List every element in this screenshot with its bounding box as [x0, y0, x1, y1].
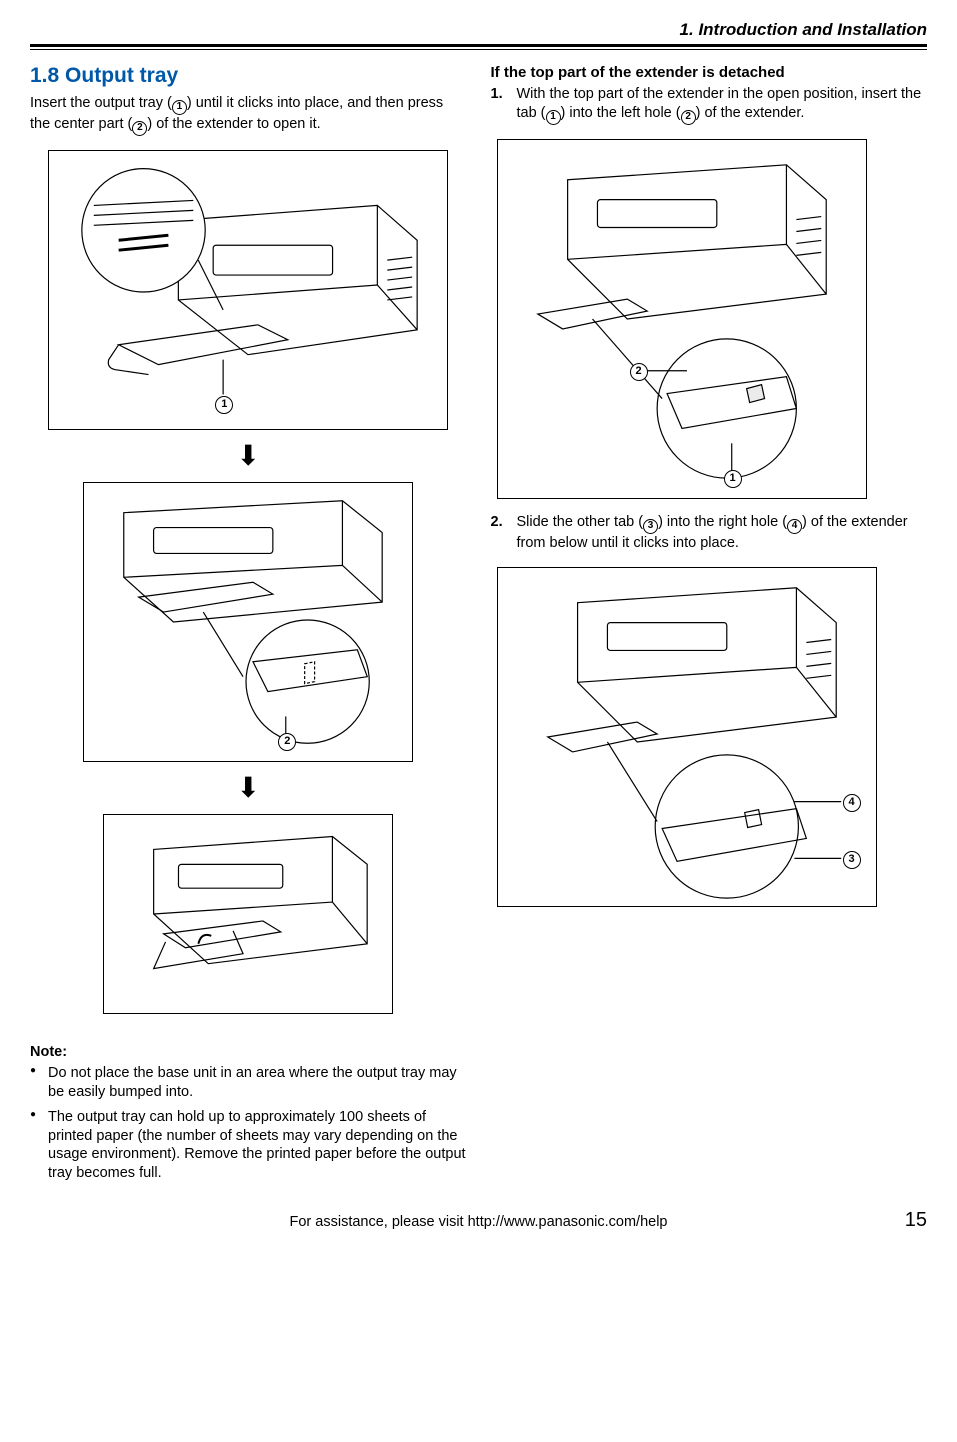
left-column: 1.8 Output tray Insert the output tray (…	[30, 64, 467, 1189]
figure-extender-open	[103, 814, 393, 1014]
callout-2b: 2	[630, 363, 648, 381]
step-2: Slide the other tab (3) into the right h…	[491, 513, 928, 907]
down-arrow-icon: ⬇	[30, 442, 467, 470]
printer-illustration-1-icon	[49, 150, 447, 430]
figure-extender-press: 2	[83, 482, 413, 762]
figure-output-tray-insert: 1	[48, 150, 448, 430]
figure-tab-left-hole: 2 1	[497, 139, 867, 499]
note-item: Do not place the base unit in an area wh…	[30, 1064, 467, 1102]
down-arrow-icon: ⬇	[30, 774, 467, 802]
steps-list: With the top part of the extender in the…	[491, 85, 928, 907]
section-title: 1.8 Output tray	[30, 64, 467, 88]
printer-illustration-3-icon	[104, 814, 392, 1014]
callout-4: 4	[843, 794, 861, 812]
page-number: 15	[887, 1209, 927, 1232]
running-header: 1. Introduction and Installation	[30, 20, 927, 44]
printer-illustration-2-icon	[84, 482, 412, 762]
subheading-detached: If the top part of the extender is detac…	[491, 64, 928, 81]
section-name: Output tray	[65, 64, 178, 87]
note-heading: Note:	[30, 1044, 467, 1060]
step-1: With the top part of the extender in the…	[491, 85, 928, 499]
right-column: If the top part of the extender is detac…	[491, 64, 928, 1189]
section-number: 1.8	[30, 64, 59, 87]
footer-assist-text: For assistance, please visit http://www.…	[70, 1214, 887, 1230]
header-rule-thick	[30, 44, 927, 47]
callout-1b: 1	[724, 470, 742, 488]
callout-3: 3	[843, 851, 861, 869]
printer-illustration-5-icon	[498, 567, 876, 907]
note-item: The output tray can hold up to approxima…	[30, 1108, 467, 1183]
two-column-layout: 1.8 Output tray Insert the output tray (…	[30, 64, 927, 1189]
intro-paragraph: Insert the output tray (1) until it clic…	[30, 94, 467, 136]
printer-illustration-4-icon	[498, 139, 866, 499]
page-footer: For assistance, please visit http://www.…	[30, 1209, 927, 1232]
note-list: Do not place the base unit in an area wh…	[30, 1064, 467, 1183]
figure-tab-right-hole: 4 3	[497, 567, 877, 907]
header-rule-thin	[30, 49, 927, 50]
